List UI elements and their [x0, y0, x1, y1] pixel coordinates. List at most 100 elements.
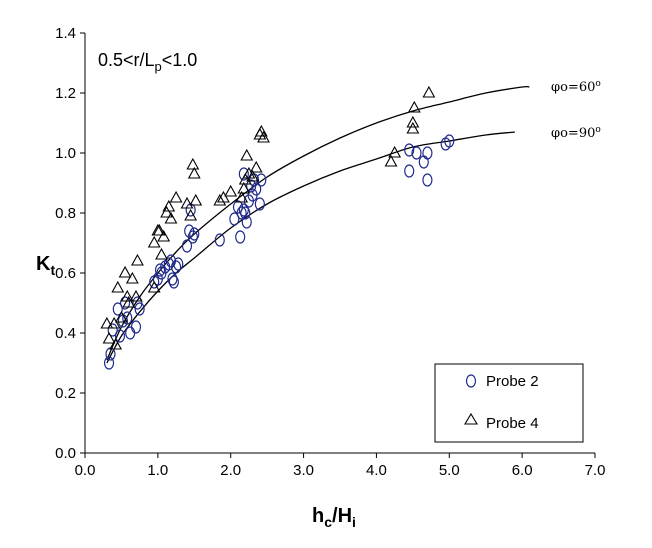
legend-label-probe-2: Probe 2 — [486, 373, 539, 390]
point-probe-2-42 — [256, 173, 267, 187]
point-probe-2-33 — [238, 203, 249, 217]
point-probe-2-43 — [238, 167, 249, 181]
point-probe-4-28 — [216, 190, 230, 203]
point-probe-4-31 — [237, 181, 251, 194]
point-probe-2-4 — [114, 329, 126, 343]
point-probe-4-21 — [169, 190, 183, 203]
x-tick-label-7: 7.0 — [585, 462, 606, 479]
fit-curve-0 — [106, 85, 530, 361]
annotation-subscript: p — [155, 59, 162, 74]
point-probe-4-42 — [406, 121, 420, 134]
point-probe-4-9 — [125, 271, 139, 284]
point-probe-2-14 — [154, 263, 166, 277]
x-tick-label-6: 6.0 — [512, 462, 533, 479]
point-probe-4-22 — [180, 196, 194, 209]
point-probe-4-29 — [224, 184, 238, 197]
annotation-prefix: 0.5<r/L — [98, 50, 155, 70]
point-probe-2-0 — [103, 356, 115, 370]
point-probe-4-40 — [384, 154, 398, 167]
point-probe-4-27 — [213, 193, 227, 206]
point-probe-2-40 — [251, 182, 262, 196]
point-probe-2-10 — [132, 296, 143, 310]
point-probe-2-44 — [404, 164, 415, 178]
point-probe-2-3 — [112, 302, 123, 316]
point-probe-4-19 — [162, 199, 176, 212]
legend-label-probe-4: Probe 4 — [486, 415, 539, 432]
y-axis-label: Kt — [36, 253, 55, 278]
point-probe-2-26 — [187, 230, 198, 244]
curve-label-90: φo=90o — [551, 125, 601, 141]
legend-marker-probe-2 — [465, 374, 477, 388]
point-probe-4-6 — [118, 265, 132, 278]
point-probe-2-48 — [422, 173, 433, 187]
point-probe-4-36 — [249, 160, 263, 173]
x-axis-label-sub2: i — [352, 514, 356, 530]
point-probe-4-1 — [102, 331, 116, 344]
point-probe-2-35 — [241, 215, 252, 229]
point-probe-4-16 — [155, 247, 168, 260]
point-probe-2-27 — [189, 227, 200, 241]
point-probe-4-24 — [186, 157, 200, 170]
legend-marker-probe-4 — [464, 412, 478, 425]
point-probe-2-47 — [418, 155, 429, 169]
curve-label-90-sup: o — [595, 125, 600, 135]
point-probe-2-2 — [107, 323, 118, 337]
point-probe-4-17 — [157, 229, 171, 242]
legend: Probe 2 Probe 4 — [434, 363, 584, 443]
curve-label-60: φo=60o — [551, 79, 601, 95]
y-tick-label-3: 0.6 — [55, 265, 76, 282]
point-probe-2-23 — [181, 239, 193, 253]
point-probe-4-43 — [406, 115, 420, 128]
point-probe-2-29 — [229, 212, 240, 226]
point-probe-4-4 — [111, 280, 125, 293]
point-probe-2-41 — [254, 197, 265, 211]
x-tick-label-1: 1.0 — [147, 462, 168, 479]
point-probe-4-13 — [147, 235, 161, 248]
axes: 0.0 1.0 2.0 3.0 4.0 5.0 6.0 7.0 0.0 0.2 0.4 0.6 0.8 1… — [55, 25, 605, 479]
x-tick-label-0: 0.0 — [75, 462, 96, 479]
curve-label-60-main: φo=60 — [551, 80, 595, 95]
point-probe-4-7 — [120, 289, 134, 302]
point-probe-4-39 — [257, 130, 270, 143]
point-probe-4-0 — [100, 316, 114, 329]
point-probe-4-12 — [147, 280, 161, 293]
x-axis-label: hc/Hi — [312, 505, 356, 530]
point-probe-4-5 — [114, 310, 128, 323]
point-probe-2-49 — [422, 146, 433, 160]
y-tick-label-0: 0.0 — [55, 445, 76, 462]
x-tick-label-3: 3.0 — [293, 462, 314, 479]
point-probe-4-30 — [235, 190, 249, 203]
point-probe-2-11 — [134, 302, 145, 316]
point-probe-4-11 — [131, 253, 144, 266]
curve-label-60-sup: o — [595, 79, 600, 89]
point-probe-4-35 — [246, 169, 260, 182]
point-probe-4-2 — [107, 316, 121, 329]
point-probe-2-8 — [125, 326, 136, 340]
point-probe-2-19 — [167, 272, 178, 286]
point-probe-2-45 — [404, 143, 415, 157]
point-probe-2-51 — [444, 134, 455, 148]
x-axis-label-slash: /H — [332, 505, 352, 527]
point-probe-2-7 — [122, 311, 133, 325]
point-probe-4-45 — [422, 85, 436, 98]
point-probe-2-34 — [240, 206, 251, 220]
data-points — [100, 85, 455, 370]
point-probe-2-20 — [168, 275, 179, 289]
point-probe-2-9 — [130, 320, 142, 334]
point-probe-2-31 — [235, 230, 246, 244]
y-tick-label-5: 1.0 — [55, 145, 76, 162]
x-tick-label-5: 5.0 — [439, 462, 460, 479]
point-probe-2-32 — [236, 206, 247, 220]
point-probe-4-15 — [152, 223, 166, 236]
y-tick-label-7: 1.4 — [55, 25, 76, 42]
y-tick-label-1: 0.2 — [55, 385, 76, 402]
point-probe-4-26 — [189, 193, 203, 206]
point-probe-4-8 — [122, 295, 136, 308]
point-probe-4-23 — [184, 208, 198, 221]
fit-curve-1 — [106, 131, 515, 364]
legend-box — [434, 363, 584, 443]
point-probe-4-18 — [160, 205, 174, 218]
x-tick-label-2: 2.0 — [220, 462, 241, 479]
y-tick-label-4: 0.8 — [55, 205, 76, 222]
annotation-suffix: <1.0 — [162, 50, 198, 70]
